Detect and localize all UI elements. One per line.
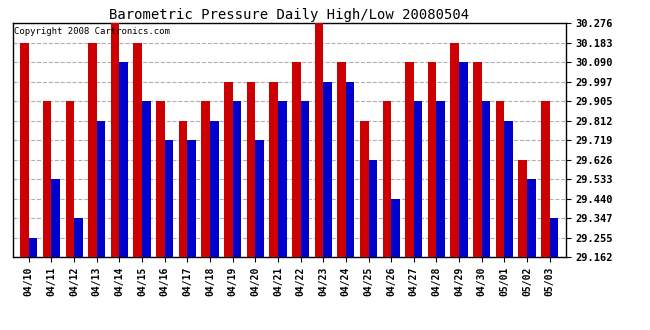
Bar — [459, 62, 468, 257]
Bar — [224, 82, 233, 257]
Bar — [315, 23, 323, 257]
Bar — [346, 82, 354, 257]
Bar — [450, 43, 459, 257]
Bar — [88, 43, 97, 257]
Bar — [247, 82, 255, 257]
Bar — [156, 101, 164, 257]
Bar — [369, 160, 377, 257]
Bar — [323, 82, 332, 257]
Bar — [51, 180, 60, 257]
Bar — [43, 101, 51, 257]
Bar — [29, 238, 38, 257]
Bar — [550, 218, 558, 257]
Bar — [66, 101, 74, 257]
Bar — [405, 62, 414, 257]
Title: Barometric Pressure Daily High/Low 20080504: Barometric Pressure Daily High/Low 20080… — [109, 8, 469, 22]
Bar — [187, 140, 196, 257]
Text: Copyright 2008 Cartronics.com: Copyright 2008 Cartronics.com — [14, 27, 170, 36]
Bar — [496, 101, 504, 257]
Bar — [133, 43, 142, 257]
Bar — [541, 101, 550, 257]
Bar — [504, 121, 513, 257]
Bar — [391, 199, 400, 257]
Bar — [383, 101, 391, 257]
Bar — [20, 43, 29, 257]
Bar — [278, 101, 287, 257]
Bar — [414, 101, 422, 257]
Bar — [233, 101, 241, 257]
Bar — [202, 101, 210, 257]
Bar — [97, 121, 105, 257]
Bar — [436, 101, 445, 257]
Bar — [519, 160, 527, 257]
Bar — [473, 62, 482, 257]
Bar — [527, 180, 536, 257]
Bar — [255, 140, 264, 257]
Bar — [210, 121, 218, 257]
Bar — [482, 101, 490, 257]
Bar — [292, 62, 300, 257]
Bar — [120, 62, 128, 257]
Bar — [360, 121, 369, 257]
Bar — [111, 23, 120, 257]
Bar — [179, 121, 187, 257]
Bar — [142, 101, 151, 257]
Bar — [337, 62, 346, 257]
Bar — [269, 82, 278, 257]
Bar — [74, 218, 83, 257]
Bar — [428, 62, 436, 257]
Bar — [300, 101, 309, 257]
Bar — [164, 140, 174, 257]
